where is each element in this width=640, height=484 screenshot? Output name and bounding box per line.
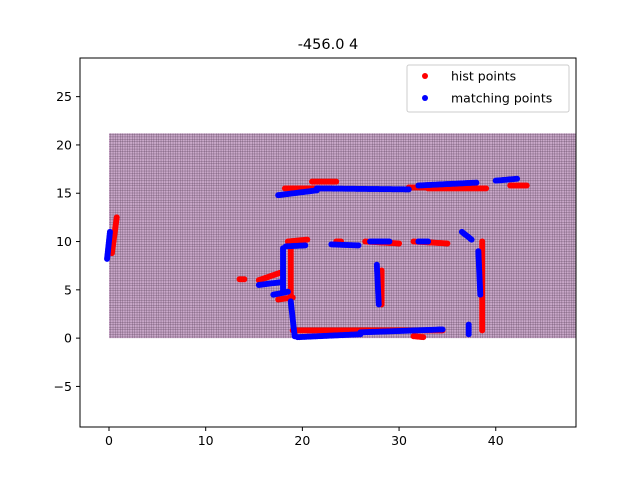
y-tick-label: 10 xyxy=(56,234,72,249)
y-axis-ticks: −5 0 5 10 15 20 25 xyxy=(54,89,80,394)
y-tick-label: 5 xyxy=(64,282,72,297)
legend-marker-matching-points xyxy=(422,95,428,101)
y-tick-label: −5 xyxy=(54,379,72,394)
matching-point xyxy=(425,238,432,245)
y-tick-label: 20 xyxy=(56,137,72,152)
legend-marker-hist-points xyxy=(422,73,428,79)
matching-point xyxy=(284,288,291,295)
hist-point xyxy=(483,185,490,192)
x-tick-label: 40 xyxy=(488,433,504,448)
matching-points-series xyxy=(104,175,521,341)
plot-area xyxy=(104,133,576,341)
matching-point xyxy=(468,236,475,243)
matching-point xyxy=(386,238,393,245)
y-tick-label: 15 xyxy=(56,186,72,201)
x-tick-label: 20 xyxy=(294,433,310,448)
hist-point xyxy=(479,327,486,334)
hist-point xyxy=(304,236,311,243)
matching-point xyxy=(355,242,362,249)
y-tick-label: 0 xyxy=(64,331,72,346)
matching-point xyxy=(439,326,446,333)
legend-box xyxy=(406,64,570,113)
axes-frame xyxy=(79,57,577,428)
x-tick-label: 10 xyxy=(198,433,214,448)
hist-point xyxy=(396,240,403,247)
hist-point xyxy=(420,334,427,341)
grid-region xyxy=(109,133,576,339)
matching-point xyxy=(375,301,382,308)
x-axis-ticks: 0 10 20 30 40 xyxy=(105,427,504,448)
hist-point xyxy=(523,182,530,189)
matching-point xyxy=(106,228,113,235)
legend-label-hist-points: hist points xyxy=(451,69,516,84)
hist-point xyxy=(333,178,340,185)
x-tick-label: 0 xyxy=(105,433,113,448)
hist-point xyxy=(241,276,248,283)
matching-point xyxy=(302,242,309,249)
x-tick-label: 30 xyxy=(391,433,407,448)
matching-point xyxy=(514,175,521,182)
hist-point xyxy=(113,214,120,221)
legend: hist points matching points xyxy=(406,64,570,113)
y-tick-label: 25 xyxy=(56,89,72,104)
chart-title: -456.0 4 xyxy=(298,37,359,53)
legend-label-matching-points: matching points xyxy=(451,91,552,106)
hist-point xyxy=(444,240,451,247)
matching-point xyxy=(473,179,480,186)
matching-point xyxy=(477,291,484,298)
matching-point xyxy=(465,331,472,338)
matching-point xyxy=(405,186,412,193)
